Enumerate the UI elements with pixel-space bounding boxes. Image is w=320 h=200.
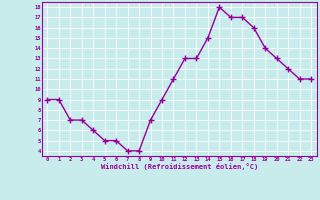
X-axis label: Windchill (Refroidissement éolien,°C): Windchill (Refroidissement éolien,°C) bbox=[100, 163, 258, 170]
